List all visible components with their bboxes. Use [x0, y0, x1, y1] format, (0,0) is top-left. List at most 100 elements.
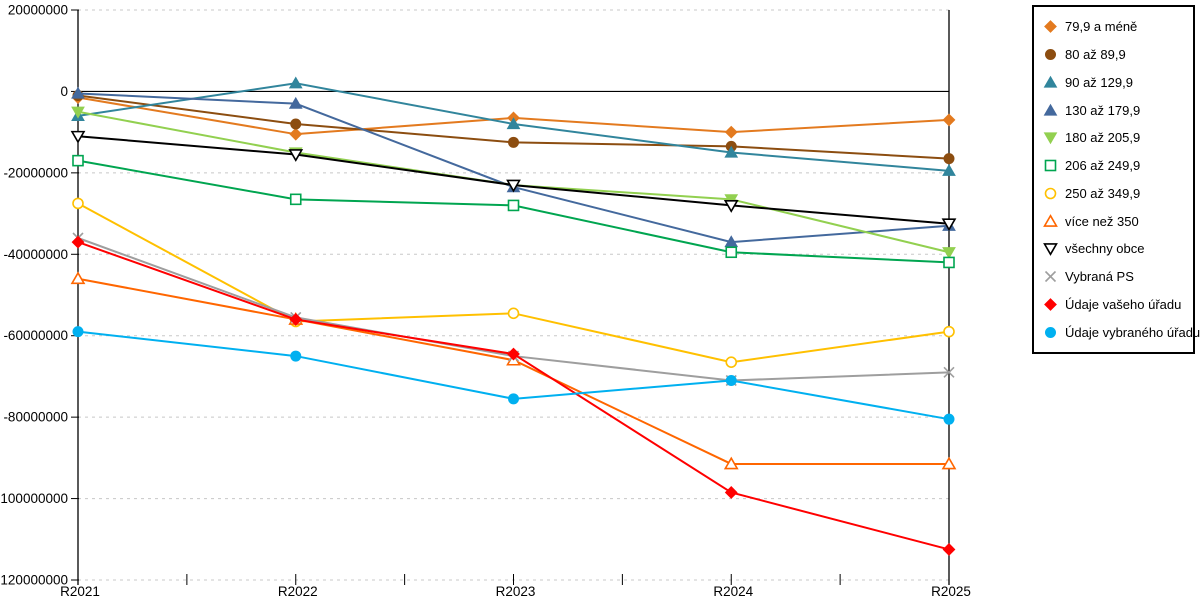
series-marker: [943, 325, 955, 338]
series-marker: [1044, 271, 1057, 283]
legend-item-label: více než 350: [1065, 213, 1139, 229]
legend-item: Údaje vybraného úřadu: [1043, 324, 1200, 340]
legend-marker-icon: [1044, 187, 1057, 200]
x-axis-tick-label: R2025: [931, 584, 971, 599]
y-axis-tick-label: -60000000: [3, 328, 68, 343]
legend-item: Vybraná PS: [1043, 269, 1189, 285]
series-marker: [506, 179, 521, 193]
y-axis-tick-label: 0: [60, 84, 68, 99]
legend-marker-icon: [1044, 20, 1057, 34]
series-marker: [70, 271, 86, 285]
legend-marker-icon: [1045, 326, 1056, 338]
series-marker: [290, 118, 302, 130]
legend-item: více než 350: [1043, 213, 1189, 229]
legend-marker-icon: [1045, 49, 1056, 61]
series-marker: [941, 218, 957, 232]
series-marker: [1044, 20, 1057, 34]
x-axis-tick-label: R2023: [496, 584, 536, 599]
y-axis-tick-label: -20000000: [3, 165, 68, 180]
series-marker: [289, 127, 303, 141]
legend-item: 79,9 a méně: [1043, 19, 1189, 35]
legend-item: 250 až 349,9: [1043, 185, 1189, 201]
series-marker: [508, 393, 519, 405]
legend-item-label: Údaje vybraného úřadu: [1065, 324, 1200, 340]
series-marker: [507, 307, 520, 320]
series-marker: [288, 96, 303, 109]
series-marker: [943, 413, 955, 425]
legend-item-label: Údaje vašeho úřadu: [1065, 296, 1182, 312]
y-axis-tick-label: -80000000: [3, 410, 68, 425]
legend-item-label: Vybraná PS: [1065, 269, 1134, 285]
series-marker: [72, 326, 84, 338]
legend-marker-icon: [1043, 132, 1058, 145]
series-line-206-a-249-9: [77, 159, 950, 264]
legend-item: 90 až 129,9: [1043, 74, 1189, 90]
series-marker: [723, 200, 739, 213]
series-marker: [943, 256, 955, 269]
legend-item-label: 90 až 129,9: [1065, 74, 1133, 90]
legend: 79,9 a méně 80 až 89,9 90 až 129,9 130 až 1…: [1032, 5, 1200, 354]
legend-item: 80 až 89,9: [1043, 47, 1189, 63]
legend-item: všechny obce: [1043, 241, 1189, 257]
legend-item: 130 až 179,9: [1043, 102, 1189, 118]
series-marker: [942, 247, 956, 260]
series-marker: [288, 76, 303, 89]
series-marker: [1045, 49, 1056, 61]
legend-item-label: 80 až 89,9: [1065, 47, 1126, 63]
series-marker: [724, 125, 738, 139]
legend-marker-icon: [1043, 213, 1058, 227]
series-marker: [942, 164, 956, 176]
series-marker: [942, 113, 956, 127]
x-axis-tick-label: R2024: [713, 584, 753, 599]
legend-item: 180 až 205,9: [1043, 130, 1189, 146]
x-axis-tick-label: R2021: [60, 584, 100, 599]
series-line-250-a-349-9: [77, 202, 950, 364]
series-marker: [724, 486, 738, 499]
series-marker: [72, 197, 84, 210]
legend-item: Údaje vašeho úřadu: [1043, 296, 1189, 312]
series-marker: [943, 366, 955, 378]
series-marker: [1044, 187, 1057, 200]
legend-item-label: 250 až 349,9: [1065, 185, 1141, 201]
series-marker: [71, 86, 85, 99]
series-line-v-ce-ne-350: [77, 277, 949, 465]
series-marker: [289, 193, 302, 206]
legend-marker-icon: [1043, 243, 1058, 257]
y-axis-tick-label: -40000000: [3, 247, 68, 262]
legend-marker-icon: [1043, 103, 1058, 116]
series-marker: [508, 136, 519, 148]
legend-item-label: 206 až 249,9: [1065, 158, 1141, 174]
series-marker: [1045, 326, 1056, 338]
legend-item-label: 130 až 179,9: [1065, 102, 1141, 118]
series-marker: [724, 145, 739, 158]
series-marker: [507, 199, 520, 212]
y-axis-tick-label: -100000000: [0, 491, 68, 506]
series-marker: [70, 130, 86, 144]
series-line-daje-vybran-ho-adu: [77, 330, 950, 421]
series-marker: [71, 235, 85, 249]
series-marker: [289, 313, 303, 326]
series-marker: [288, 149, 304, 162]
series-marker: [1043, 103, 1058, 116]
series-marker: [725, 356, 738, 368]
series-marker: [725, 375, 737, 386]
legend-marker-icon: [1044, 159, 1057, 172]
series-marker: [943, 153, 955, 165]
legend-item-label: 180 až 205,9: [1065, 130, 1141, 146]
series-marker: [71, 106, 85, 119]
legend-marker-icon: [1043, 75, 1058, 88]
series-marker: [942, 543, 956, 556]
y-axis-tick-label: 20000000: [8, 3, 68, 18]
series-marker: [290, 350, 302, 362]
series-marker: [725, 246, 738, 259]
series-marker: [1043, 75, 1058, 88]
series-marker: [941, 456, 957, 470]
series-marker: [72, 154, 84, 167]
legend-marker-icon: [1044, 271, 1057, 283]
legend-marker-icon: [1044, 297, 1057, 311]
series-marker: [507, 347, 520, 361]
x-axis-tick-label: R2022: [278, 584, 318, 599]
series-marker: [1044, 297, 1057, 311]
